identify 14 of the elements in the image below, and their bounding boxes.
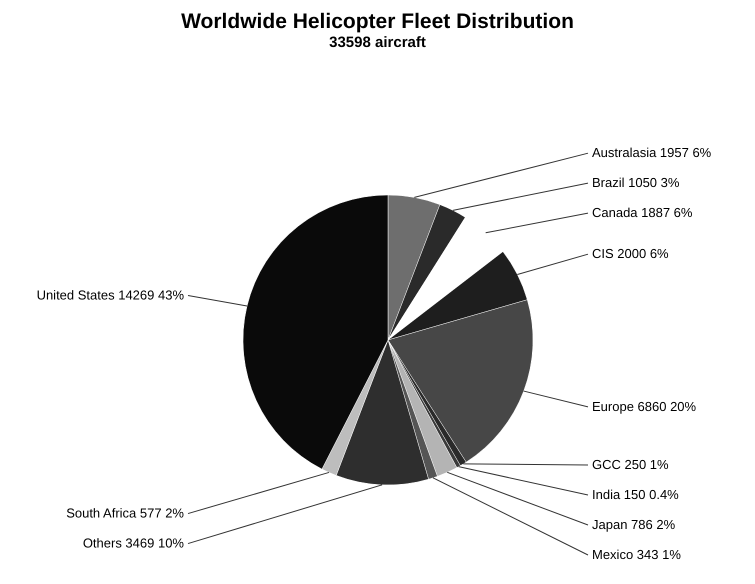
slice-label: Others 3469 10%: [82, 536, 184, 551]
slice-label: Japan 786 2%: [592, 517, 676, 532]
slice-label: India 150 0.4%: [592, 487, 680, 502]
slice-label: United States 14269 43%: [36, 287, 184, 302]
slice-label: Canada 1887 6%: [592, 205, 693, 220]
slice-label: GCC 250 1%: [592, 457, 670, 472]
slice-label: South Africa 577 2%: [66, 506, 184, 521]
slice-label: Australasia 1957 6%: [592, 145, 712, 160]
chart-title: Worldwide Helicopter Fleet Distribution: [181, 10, 574, 33]
chart-subtitle: 33598 aircraft: [329, 34, 426, 51]
slice-label: CIS 2000 6%: [592, 246, 670, 262]
slice-label: Mexico 343 1%: [592, 547, 682, 562]
slice-label: Brazil 1050 3%: [592, 175, 680, 190]
slice-label: Europe 6860 20%: [592, 398, 697, 414]
